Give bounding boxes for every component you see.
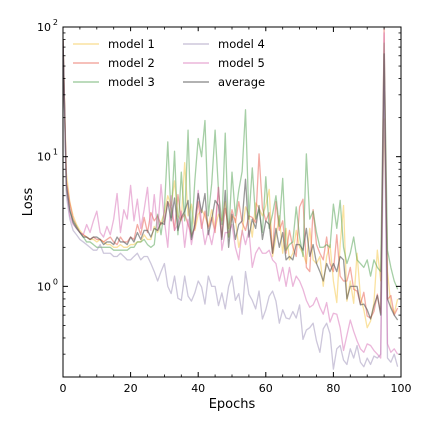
y-tick-label: 10 <box>37 21 51 34</box>
series-layer <box>63 28 399 370</box>
x-axis-label: Epochs <box>209 397 256 412</box>
x-tick-label: 40 <box>191 382 205 395</box>
y-tick-exponent: 2 <box>53 18 58 27</box>
x-tick-label: 80 <box>326 382 340 395</box>
legend-label: model 4 <box>218 37 265 51</box>
x-tick-label: 20 <box>124 382 138 395</box>
y-tick-exponent: 1 <box>53 148 58 157</box>
legend-label: model 1 <box>108 37 155 51</box>
legend-label: model 5 <box>218 56 265 70</box>
series-line-average <box>63 39 399 321</box>
x-tick-label: 0 <box>60 382 67 395</box>
legend: model 1 model 2 model 3 model 4 model 5 avera… <box>67 31 289 95</box>
x-tick-label: 60 <box>259 382 273 395</box>
y-axis-label: Loss <box>21 188 36 217</box>
legend-label: model 3 <box>108 75 155 89</box>
y-tick-label: 10 <box>37 151 51 164</box>
x-tick-label: 100 <box>391 382 412 395</box>
legend-label: average <box>218 75 265 89</box>
y-tick-exponent: 0 <box>53 277 58 286</box>
series-line-model-4 <box>63 39 399 370</box>
y-tick-label: 10 <box>37 280 51 293</box>
series-line-model-3 <box>63 39 399 290</box>
series-line-model-2 <box>63 28 399 319</box>
legend-label: model 2 <box>108 56 155 70</box>
legend-box <box>67 31 289 95</box>
